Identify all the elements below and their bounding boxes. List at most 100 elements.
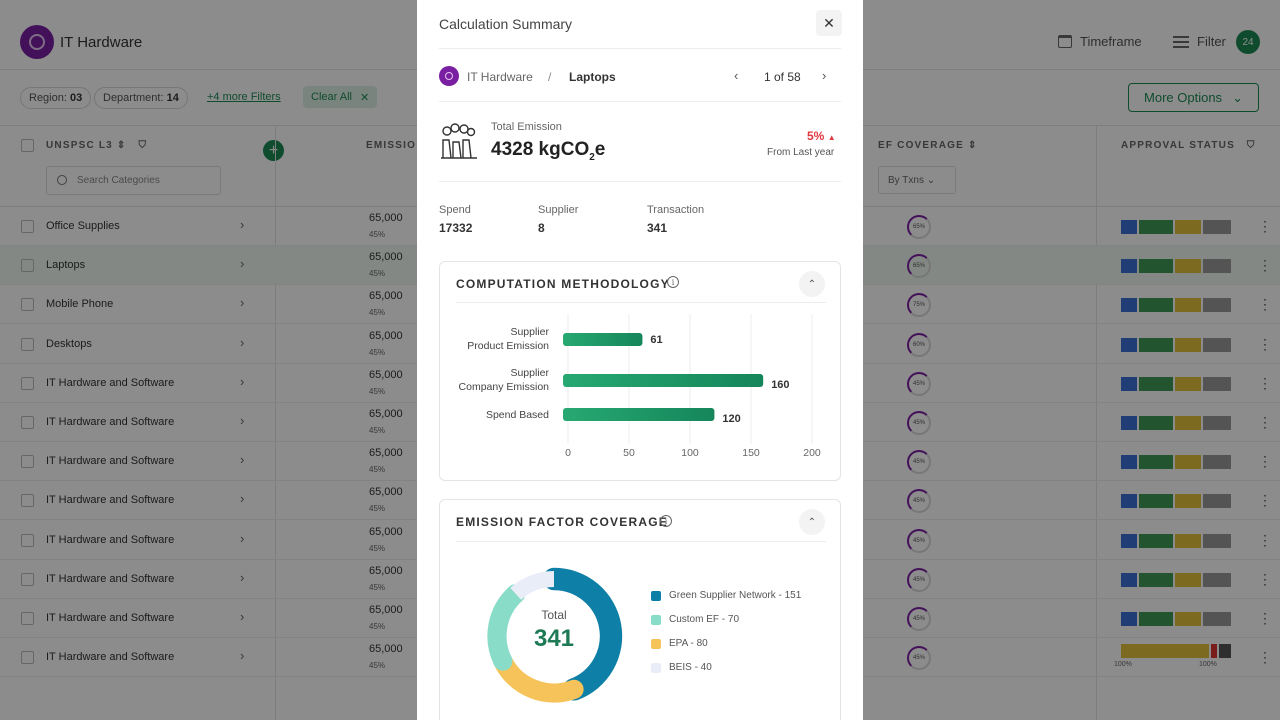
region-filter-chip[interactable]: Region: 03 <box>20 87 92 109</box>
more-actions-icon[interactable]: ⋮ <box>1258 492 1272 509</box>
chevron-right-icon[interactable]: › <box>240 609 245 624</box>
more-actions-icon[interactable]: ⋮ <box>1258 531 1272 548</box>
column-emission[interactable]: EMISSIO <box>366 140 417 151</box>
chevron-right-icon[interactable]: › <box>240 256 245 272</box>
row-checkbox[interactable] <box>21 416 34 429</box>
change-percent-value: 5% <box>807 129 825 143</box>
ef-coverage-ring: 65% <box>907 215 931 239</box>
chevron-right-icon[interactable]: › <box>240 569 245 585</box>
more-actions-icon[interactable]: ⋮ <box>1258 257 1272 274</box>
category-label: Company Emission <box>459 381 550 393</box>
collapse-coverage-button[interactable]: ⌃ <box>799 509 825 535</box>
close-icon: ✕ <box>359 91 370 104</box>
total-emission-suffix: e <box>594 139 606 160</box>
chevron-right-icon[interactable]: › <box>240 217 245 232</box>
legend-label: BEIS - 40 <box>669 662 712 673</box>
by-txns-select[interactable]: By Txns ⌄ <box>878 166 956 194</box>
info-icon[interactable]: i <box>660 515 672 527</box>
department-filter-chip[interactable]: Department: 14 <box>94 87 188 109</box>
row-checkbox[interactable] <box>21 376 34 390</box>
more-actions-icon[interactable]: ⋮ <box>1258 610 1272 626</box>
more-options-button[interactable]: More Options ⌄ <box>1128 83 1259 112</box>
more-actions-icon[interactable]: ⋮ <box>1258 649 1272 666</box>
filter-label: Filter <box>1197 34 1226 49</box>
more-actions-icon[interactable]: ⋮ <box>1258 296 1272 313</box>
row-checkbox[interactable] <box>21 651 34 665</box>
row-checkbox[interactable] <box>21 612 34 625</box>
row-checkbox[interactable] <box>21 533 34 547</box>
more-actions-icon[interactable]: ⋮ <box>1258 414 1272 430</box>
select-all-checkbox[interactable] <box>21 139 34 152</box>
more-actions-icon[interactable]: ⋮ <box>1258 570 1272 587</box>
filter-button[interactable]: Filter <box>1173 34 1226 49</box>
row-checkbox[interactable] <box>21 259 34 273</box>
legend-swatch <box>651 638 661 649</box>
search-categories-input[interactable]: Search Categories <box>46 166 221 195</box>
more-actions-icon[interactable]: ⋮ <box>1258 335 1272 352</box>
column-approval-status[interactable]: APPROVAL STATUS ⛉ <box>1121 140 1256 151</box>
methodology-card: COMPUTATION METHODOLOGY i ⌃ 0 50 100 150 200… <box>439 261 841 481</box>
more-actions-icon[interactable]: ⋮ <box>1258 218 1272 234</box>
total-emission-label: Total Emission <box>491 121 562 133</box>
row-checkbox[interactable] <box>21 337 34 351</box>
emission-value: 65,000 <box>369 643 403 656</box>
previous-item-button[interactable]: ‹ <box>734 68 738 83</box>
x-tick-label: 150 <box>742 447 760 459</box>
row-checkbox[interactable] <box>21 220 34 233</box>
methodology-title: COMPUTATION METHODOLOGY <box>456 277 670 291</box>
bar-segment <box>1175 298 1201 313</box>
row-checkbox[interactable] <box>21 455 34 469</box>
add-column-button[interactable]: + <box>263 140 284 161</box>
chevron-right-icon[interactable]: › <box>240 413 245 428</box>
collapse-methodology-button[interactable]: ⌃ <box>799 271 825 297</box>
next-item-button[interactable]: › <box>822 68 826 83</box>
legend-item: BEIS - 40 <box>651 662 712 673</box>
divider <box>439 181 841 182</box>
clear-all-button[interactable]: Clear All ✕ <box>303 86 378 108</box>
chevron-right-icon[interactable]: › <box>240 491 245 507</box>
bar-segment <box>1121 416 1137 430</box>
funnel-icon[interactable]: ⛉ <box>138 140 148 151</box>
emission-value: 65,000 <box>369 329 403 342</box>
legend-item: Green Supplier Network - 151 <box>651 590 801 601</box>
breadcrumb-parent[interactable]: IT Hardware <box>467 70 533 84</box>
column-ef-coverage[interactable]: EF COVERAGE ⇕ <box>878 140 978 151</box>
emission-value: 65,000 <box>369 251 403 264</box>
emission-value: 65,000 <box>369 525 403 538</box>
ef-coverage-ring: 75% <box>907 293 931 318</box>
info-icon[interactable]: i <box>667 276 679 288</box>
table-row[interactable]: IT Hardware and Software › 65,000 45% 45% ⋮ <box>0 560 1280 599</box>
emission-value: 65,000 <box>369 212 403 224</box>
column-unspsc[interactable]: UNSPSC L3 ⇕ ⛉ <box>46 140 147 151</box>
more-actions-icon[interactable]: ⋮ <box>1258 453 1272 470</box>
chevron-right-icon[interactable]: › <box>240 530 245 546</box>
bar-segment <box>1175 533 1201 548</box>
timeframe-button[interactable]: Timeframe <box>1058 34 1142 49</box>
emission-percent: 45% <box>369 582 386 592</box>
row-checkbox[interactable] <box>21 494 34 508</box>
row-checkbox[interactable] <box>21 298 34 312</box>
ef-coverage-ring: 45% <box>907 607 931 631</box>
funnel-icon[interactable]: ⛉ <box>1246 140 1256 151</box>
chevron-right-icon[interactable]: › <box>240 295 245 311</box>
approval-status-bar <box>1121 612 1231 626</box>
close-modal-button[interactable]: ✕ <box>816 10 842 36</box>
category-name: IT Hardware and Software <box>46 376 175 389</box>
more-actions-icon[interactable]: ⋮ <box>1258 374 1272 391</box>
ef-coverage-ring: 45% <box>907 411 931 435</box>
supplier-value: 8 <box>538 221 545 235</box>
bar-segment <box>1121 376 1137 391</box>
modal-title: Calculation Summary <box>439 16 573 32</box>
by-txns-label: By Txns <box>888 175 924 186</box>
chevron-right-icon[interactable]: › <box>240 334 245 350</box>
more-filters-link[interactable]: +4 more Filters <box>207 91 281 103</box>
donut-slice <box>542 567 623 701</box>
chevron-right-icon[interactable]: › <box>240 373 245 389</box>
chevron-right-icon[interactable]: › <box>240 452 245 468</box>
row-checkbox[interactable] <box>21 572 34 586</box>
bar-segment <box>1203 572 1231 587</box>
chevron-right-icon[interactable]: › <box>240 648 245 664</box>
approval-status-bar <box>1121 337 1231 352</box>
calculation-summary-modal: Calculation Summary ✕ IT Hardware / Lapt… <box>417 0 863 720</box>
emission-value: 65,000 <box>369 564 403 577</box>
